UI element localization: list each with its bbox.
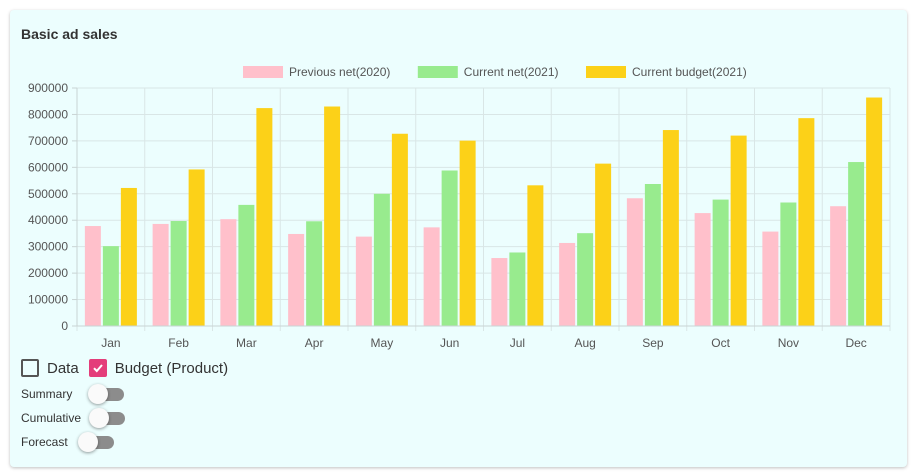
bar (798, 118, 815, 326)
bar (712, 199, 729, 326)
forecast-toggle-label: Forecast (21, 435, 68, 449)
cumulative-toggle-row: Cumulative (21, 408, 126, 428)
x-tick-label: May (371, 336, 394, 350)
bar (423, 227, 440, 326)
legend-swatch (417, 66, 458, 78)
y-tick-label: 300000 (28, 240, 68, 254)
legend-label: Current net(2021) (464, 65, 559, 79)
x-tick-label: Mar (236, 336, 257, 350)
bar (830, 206, 847, 326)
bar (238, 204, 255, 326)
bar (102, 246, 119, 326)
data-checkbox-label: Data (47, 359, 79, 377)
x-tick-label: Nov (778, 336, 799, 350)
bar (730, 135, 747, 326)
bar (391, 133, 408, 326)
chart-legend: Previous net(2020) Current net(2021) Curre… (243, 65, 747, 79)
chart-options: Data Budget (Product) (21, 359, 238, 377)
bar (577, 233, 594, 326)
forecast-toggle-row: Forecast (21, 432, 114, 452)
bar (188, 169, 205, 326)
bar (866, 97, 883, 327)
bar (373, 193, 390, 326)
budget-checkbox-box[interactable] (88, 359, 107, 377)
chart-bars (84, 97, 883, 327)
bar (256, 108, 273, 326)
summary-toggle-label: Summary (21, 387, 73, 401)
bar (662, 130, 679, 326)
y-tick-label: 500000 (28, 187, 68, 201)
bar (527, 185, 544, 326)
y-tick-label: 100000 (28, 293, 68, 307)
bar (626, 198, 643, 326)
legend-swatch (243, 66, 283, 78)
bar (694, 213, 711, 326)
legend-label: Previous net(2020) (289, 65, 390, 79)
bar (644, 183, 661, 326)
budget-checkbox-label: Budget (Product) (114, 359, 229, 377)
bar (220, 219, 237, 326)
bar (152, 223, 169, 326)
chart-card: Basic ad sales Previous net(2020) Current… (10, 10, 907, 467)
data-checkbox-box[interactable] (21, 359, 39, 377)
x-axis: Jan Feb Mar Apr May Jun Jul Aug Sep Oct Nov Dec (77, 325, 890, 350)
bar (559, 242, 576, 326)
x-tick-label: Aug (574, 336, 595, 350)
summary-toggle[interactable] (88, 384, 125, 404)
x-tick-label: Apr (305, 336, 324, 350)
x-tick-label: Jun (440, 336, 459, 350)
y-axis: 0 100000 200000 300000 400000 500000 600000 700… (28, 81, 78, 333)
y-tick-label: 900000 (28, 81, 68, 95)
bar (762, 231, 779, 326)
cumulative-toggle-label: Cumulative (21, 411, 82, 425)
bar (459, 140, 476, 326)
x-tick-label: Sep (642, 336, 664, 350)
x-tick-label: Oct (711, 336, 730, 350)
y-tick-label: 700000 (28, 134, 68, 148)
bar (848, 162, 865, 326)
bar (780, 202, 797, 326)
legend-swatch (586, 66, 626, 78)
y-tick-label: 400000 (28, 213, 68, 227)
bar (170, 221, 187, 326)
bar (84, 226, 101, 326)
bar (120, 187, 137, 326)
bar (355, 236, 372, 326)
cumulative-toggle[interactable] (89, 408, 126, 428)
y-tick-label: 200000 (28, 266, 68, 280)
summary-toggle-row: Summary (21, 384, 125, 404)
bar (324, 106, 341, 326)
legend-label: Current budget(2021) (632, 65, 747, 79)
bar (288, 233, 305, 326)
bar (595, 163, 612, 326)
y-tick-label: 0 (61, 319, 68, 333)
bar (509, 252, 526, 326)
x-tick-label: Jul (510, 336, 525, 350)
y-tick-label: 600000 (28, 160, 68, 174)
bar (441, 170, 458, 326)
x-tick-label: Feb (168, 336, 189, 350)
data-checkbox[interactable]: Data (21, 359, 79, 377)
bar-chart: Previous net(2020) Current net(2021) Curre… (28, 65, 891, 350)
budget-checkbox[interactable]: Budget (Product) (88, 359, 229, 377)
x-tick-label: Dec (845, 336, 866, 350)
card-title: Basic ad sales (21, 26, 118, 42)
x-tick-label: Jan (101, 336, 120, 350)
y-tick-label: 800000 (28, 107, 68, 121)
bar (306, 221, 323, 326)
bar (491, 258, 508, 326)
forecast-toggle[interactable] (77, 432, 114, 452)
